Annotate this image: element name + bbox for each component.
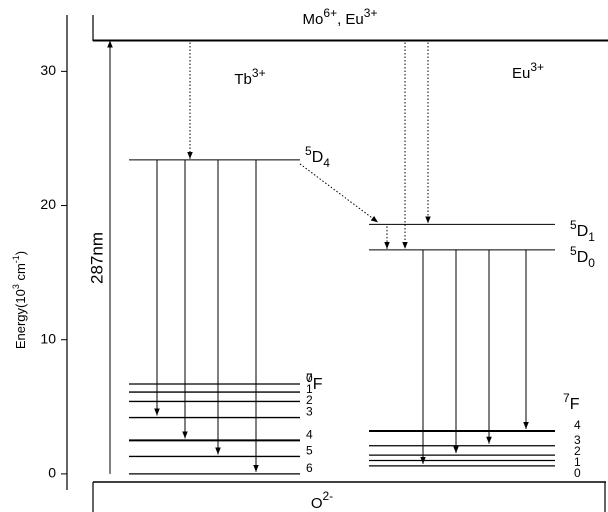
sublevel-label: 2 <box>574 444 581 458</box>
sublevel-label: 4 <box>306 428 313 442</box>
bottom-label: O2- <box>311 489 333 512</box>
excitation-label: 287nm <box>87 232 106 284</box>
sublevel-label: 1 <box>574 455 581 469</box>
sublevel-label: 0 <box>306 371 313 385</box>
term-label: 5D1 <box>570 218 595 244</box>
y-axis-label: Energy(103 cm-1) <box>11 251 28 349</box>
sublevel-label: 6 <box>306 461 313 475</box>
sublevel-label: 3 <box>306 405 313 419</box>
term-label: 7F <box>306 371 323 393</box>
top-level-label: Mo6+, Eu3+ <box>303 6 378 28</box>
sublevel-label: 1 <box>306 382 313 396</box>
sublevel-label: 0 <box>574 466 581 480</box>
transfer-arrow <box>299 163 379 223</box>
ion-label: Tb3+ <box>234 66 265 88</box>
y-tick-label: 0 <box>48 465 56 481</box>
term-label: 5D0 <box>570 244 595 270</box>
y-tick-label: 30 <box>40 62 56 78</box>
sublevel-label: 2 <box>306 393 313 407</box>
sublevel-label: 4 <box>574 418 581 432</box>
sublevel-label: 5 <box>306 444 313 458</box>
sublevel-label: 3 <box>574 433 581 447</box>
term-label: 5D4 <box>305 144 330 170</box>
y-tick-label: 20 <box>40 196 56 212</box>
y-tick-label: 10 <box>40 330 56 346</box>
ion-label: Eu3+ <box>512 60 544 82</box>
term-label: 7F <box>563 391 580 413</box>
